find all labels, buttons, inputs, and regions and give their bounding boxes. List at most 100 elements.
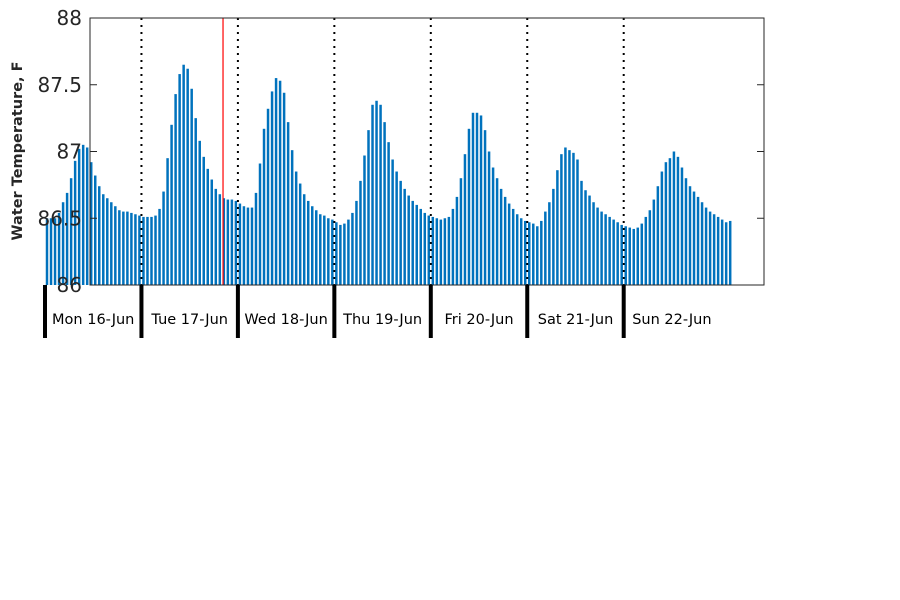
bar [45, 218, 49, 285]
bar [407, 195, 410, 285]
bar [214, 188, 218, 285]
y-axis: 86 86.5 87 87.5 88 [37, 6, 764, 297]
bar [548, 202, 551, 285]
bar [515, 214, 519, 285]
bar [532, 223, 535, 285]
bar [166, 158, 169, 285]
bar [720, 219, 724, 285]
bar [158, 208, 161, 285]
bar [194, 118, 197, 286]
bar [443, 218, 447, 285]
bar [206, 168, 209, 285]
bar [451, 208, 455, 285]
bar [138, 215, 141, 285]
day-label: Mon 16-Jun [52, 312, 134, 328]
bar [282, 92, 286, 285]
bar [306, 200, 310, 285]
bar [250, 207, 254, 285]
bar [580, 180, 583, 285]
bar [475, 112, 479, 285]
bar [367, 130, 370, 285]
bar [507, 203, 511, 285]
bar [632, 228, 635, 285]
bar [676, 156, 680, 285]
bar [162, 191, 165, 285]
bar [716, 216, 720, 285]
bar [298, 183, 302, 285]
bar [379, 104, 382, 285]
bar [218, 194, 222, 285]
bar [439, 219, 443, 285]
bar [471, 112, 475, 285]
plot-background [90, 18, 764, 285]
bar [126, 211, 129, 285]
bar [359, 180, 362, 285]
bar [226, 199, 230, 285]
bar [53, 218, 57, 285]
day-label: Sun 22-Jun [632, 312, 711, 328]
y-tick-label: 87 [57, 140, 82, 164]
bar [77, 148, 81, 285]
bar [592, 202, 595, 285]
bar [98, 186, 101, 285]
y-tick-label: 87.5 [37, 73, 82, 97]
bar [238, 203, 242, 285]
bar [266, 108, 270, 285]
bar [495, 178, 499, 285]
bar [604, 214, 607, 285]
bar [536, 226, 539, 285]
bar [339, 224, 342, 285]
bar [403, 188, 406, 285]
bar [644, 216, 648, 285]
bar [459, 178, 463, 285]
bar [274, 78, 278, 285]
bar [596, 207, 599, 285]
bar [411, 200, 414, 285]
bar [491, 167, 495, 285]
bar [61, 202, 65, 285]
bar [704, 207, 708, 285]
bar [286, 122, 290, 285]
bar [258, 163, 262, 285]
bar [355, 200, 358, 285]
bar [672, 151, 676, 285]
bar [182, 64, 185, 285]
day-label: Fri 20-Jun [444, 312, 513, 328]
bar [660, 171, 664, 285]
bar [130, 212, 133, 285]
bar [455, 196, 459, 285]
bar [423, 212, 427, 285]
bar [395, 171, 398, 285]
bar [290, 150, 294, 285]
bar [668, 158, 672, 285]
bar [600, 211, 603, 285]
bar [648, 210, 652, 285]
bar [568, 150, 571, 285]
bar [556, 170, 559, 285]
bar [620, 224, 623, 285]
bar [652, 199, 656, 285]
bar [114, 206, 117, 285]
bar [198, 140, 201, 285]
bar [431, 216, 435, 285]
bar [150, 216, 153, 285]
bar [479, 115, 483, 286]
bar [190, 88, 193, 285]
bar [174, 94, 177, 285]
bar [363, 155, 366, 285]
bar [391, 159, 394, 285]
bar [499, 188, 503, 285]
bar-series [45, 64, 732, 286]
bar [154, 215, 157, 285]
bar [85, 147, 89, 285]
day-divider-lines [140, 18, 625, 285]
bar [81, 144, 85, 285]
bar [688, 186, 692, 285]
bar [262, 128, 266, 285]
day-label: Sat 21-Jun [538, 312, 614, 328]
bar [708, 211, 712, 285]
bar [331, 219, 334, 285]
bar [640, 223, 644, 285]
bar [503, 196, 507, 285]
